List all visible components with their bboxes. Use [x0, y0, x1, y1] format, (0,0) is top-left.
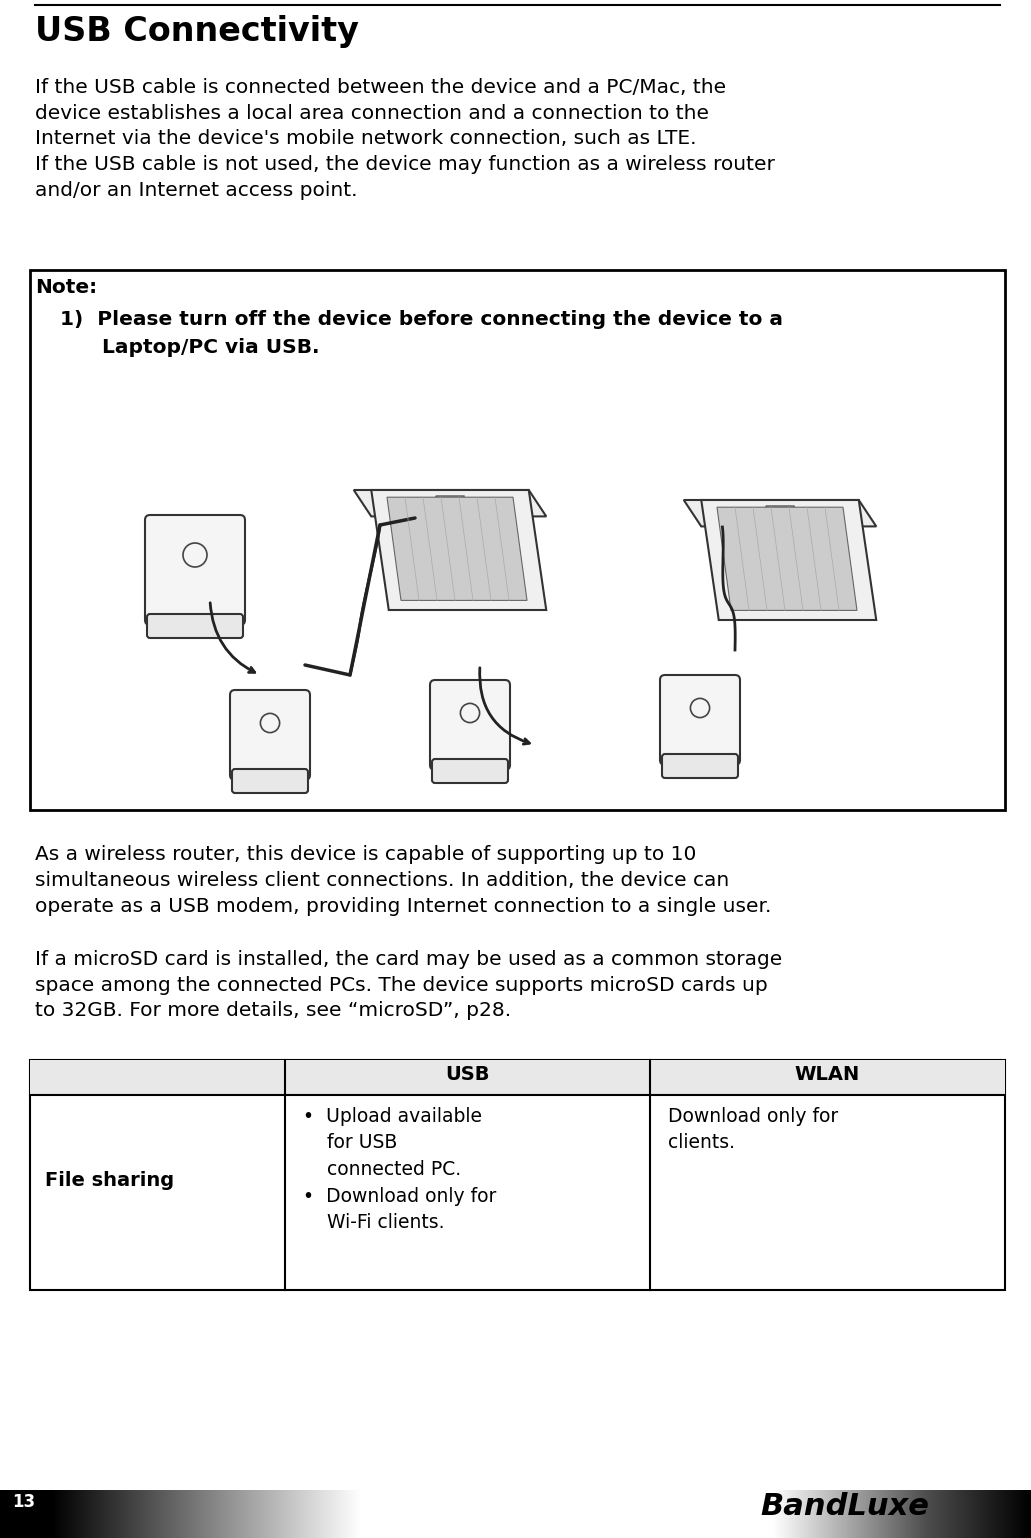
- Text: Download only for
clients.: Download only for clients.: [668, 1107, 838, 1152]
- FancyBboxPatch shape: [230, 691, 310, 780]
- Text: •  Upload available
    for USB
    connected PC.
•  Download only for
    Wi-Fi: • Upload available for USB connected PC.…: [303, 1107, 496, 1232]
- FancyBboxPatch shape: [232, 769, 308, 794]
- Circle shape: [182, 543, 207, 568]
- Text: If a microSD card is installed, the card may be used as a common storage
space a: If a microSD card is installed, the card…: [35, 950, 783, 1021]
- FancyBboxPatch shape: [662, 754, 738, 778]
- Text: 13: 13: [12, 1493, 35, 1510]
- Circle shape: [261, 714, 279, 732]
- FancyBboxPatch shape: [660, 675, 740, 764]
- Text: As a wireless router, this device is capable of supporting up to 10
simultaneous: As a wireless router, this device is cap…: [35, 844, 771, 915]
- Text: Note:: Note:: [35, 278, 97, 297]
- Polygon shape: [717, 508, 857, 611]
- FancyBboxPatch shape: [430, 680, 510, 771]
- Text: Laptop/PC via USB.: Laptop/PC via USB.: [60, 338, 320, 357]
- Bar: [30, 1060, 1005, 1290]
- FancyBboxPatch shape: [147, 614, 243, 638]
- Polygon shape: [354, 491, 546, 517]
- Polygon shape: [371, 491, 546, 611]
- FancyBboxPatch shape: [145, 515, 245, 624]
- Bar: [30, 1060, 1005, 1095]
- Text: USB Connectivity: USB Connectivity: [35, 15, 359, 48]
- Text: BandLuxe: BandLuxe: [760, 1492, 929, 1521]
- Text: USB: USB: [445, 1064, 490, 1084]
- Text: If the USB cable is connected between the device and a PC/Mac, the
device establ: If the USB cable is connected between th…: [35, 78, 775, 200]
- Polygon shape: [684, 500, 876, 526]
- Polygon shape: [387, 497, 527, 600]
- Text: File sharing: File sharing: [45, 1170, 174, 1190]
- Polygon shape: [701, 500, 876, 620]
- Polygon shape: [436, 495, 466, 512]
- Bar: [30, 271, 1005, 811]
- Text: 1)  Please turn off the device before connecting the device to a: 1) Please turn off the device before con…: [60, 311, 783, 329]
- Text: WLAN: WLAN: [795, 1064, 860, 1084]
- Circle shape: [691, 698, 709, 718]
- Polygon shape: [766, 506, 796, 521]
- FancyBboxPatch shape: [432, 758, 508, 783]
- Circle shape: [461, 703, 479, 723]
